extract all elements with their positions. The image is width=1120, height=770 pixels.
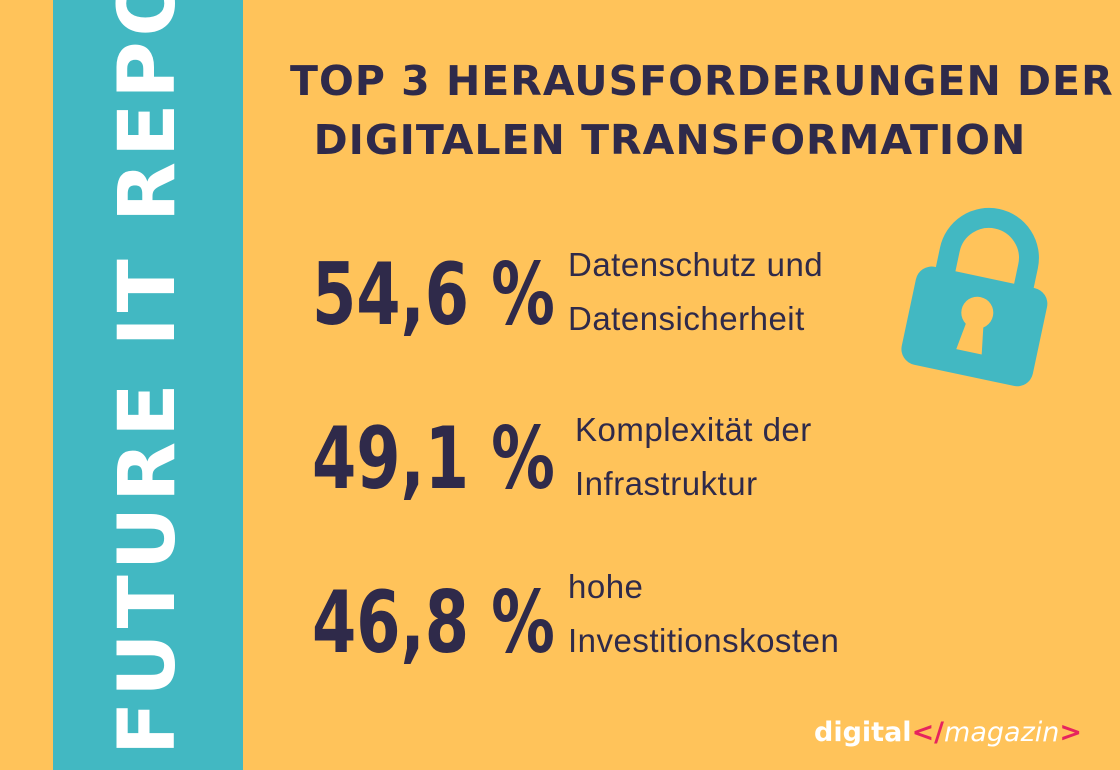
stat-label-3-line-1: hohe	[568, 568, 644, 605]
stat-label-3-line-2: Investitionskosten	[568, 622, 840, 659]
stat-value-2: 49,1 %	[312, 409, 555, 509]
headline: TOP 3 HERAUSFORDERUNGEN DER DIGITALEN TR…	[290, 52, 1114, 171]
stat-value-3: 46,8 %	[312, 573, 555, 673]
side-band	[53, 0, 243, 770]
side-title: FUTURE IT REPORT	[103, 0, 193, 755]
stat-label-1-line-2: Datensicherheit	[568, 300, 805, 337]
stat-label-2-line-2: Infrastruktur	[575, 465, 758, 502]
stat-label-2-line-1: Komplexität der	[575, 411, 812, 448]
brand-part-digital: digital	[814, 717, 912, 748]
headline-line-2: DIGITALEN TRANSFORMATION	[313, 116, 1027, 165]
stat-label-3: hohe Investitionskosten	[568, 560, 839, 668]
stat-label-1: Datenschutz und Datensicherheit	[568, 238, 823, 346]
brand-part-magazin: magazin	[944, 717, 1060, 748]
brand-logo: digital</magazin>	[814, 717, 1082, 748]
stat-label-1-line-1: Datenschutz und	[568, 246, 824, 283]
brand-part-bracket: >	[1059, 717, 1082, 748]
headline-line-1: TOP 3 HERAUSFORDERUNGEN DER	[290, 57, 1114, 105]
lock-icon	[901, 207, 1048, 387]
brand-part-slash: </	[911, 717, 945, 748]
stat-value-1: 54,6 %	[312, 245, 555, 345]
stat-label-2: Komplexität der Infrastruktur	[575, 403, 812, 511]
